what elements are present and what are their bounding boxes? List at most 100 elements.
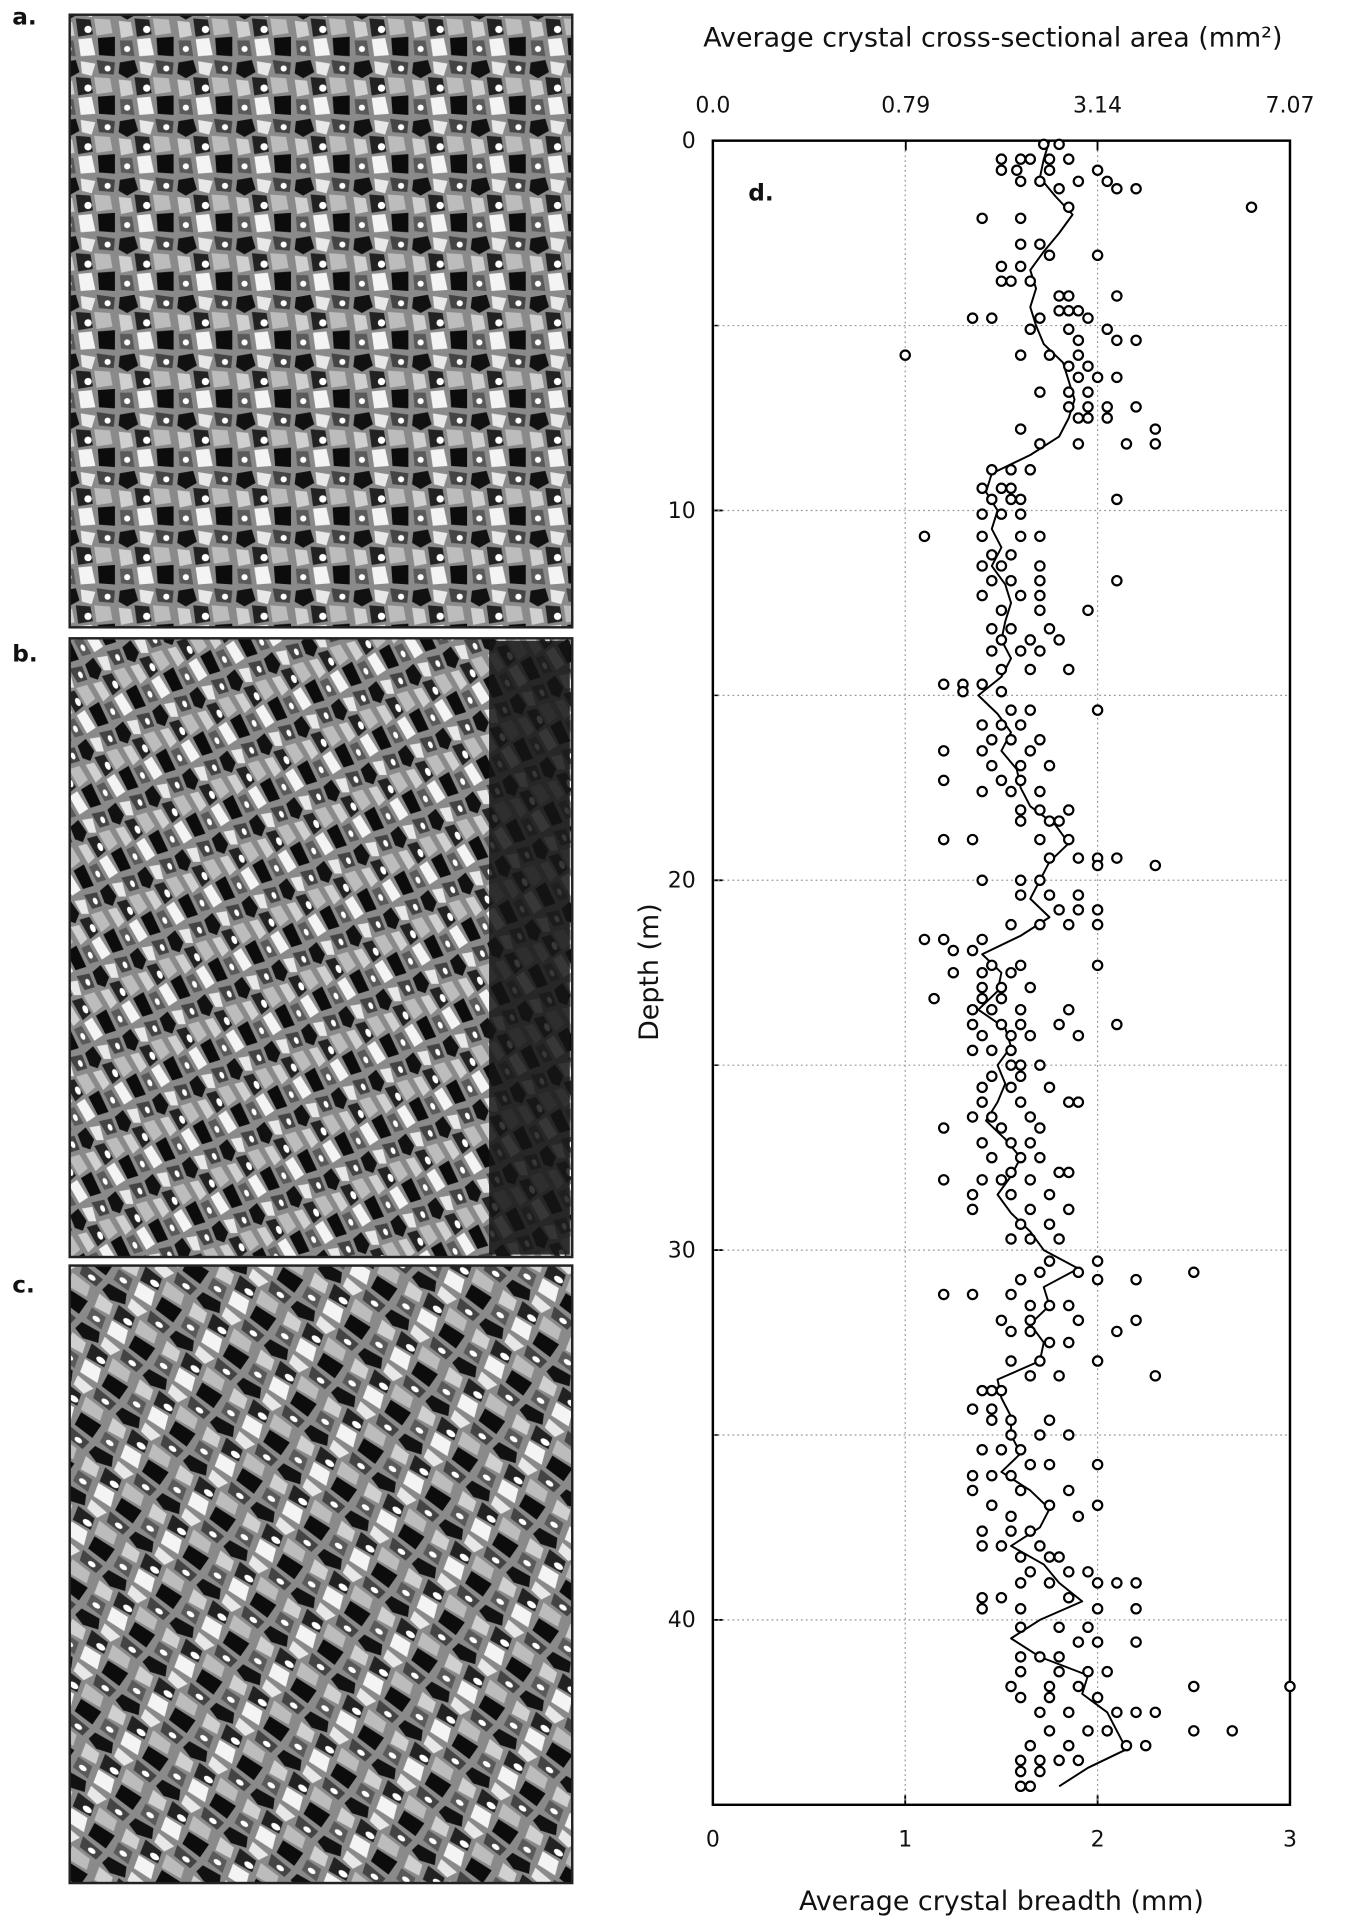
y-axis-title: Depth (m) — [634, 903, 665, 1041]
data-point — [1043, 759, 1056, 772]
data-point — [1130, 1314, 1142, 1327]
data-point — [1024, 1739, 1037, 1752]
data-point — [1005, 1137, 1017, 1149]
data-point — [976, 1525, 988, 1537]
data-point — [1005, 1510, 1017, 1523]
data-point — [976, 1603, 988, 1615]
data-point — [1072, 1680, 1085, 1693]
data-point — [1005, 1233, 1017, 1245]
data-point — [1130, 334, 1142, 347]
data-point — [1024, 981, 1037, 994]
data-point — [1101, 175, 1113, 188]
data-point — [966, 1484, 979, 1497]
data-point — [937, 1122, 950, 1134]
data-point — [976, 1444, 988, 1456]
data-point — [1284, 1680, 1296, 1693]
data-point — [976, 212, 988, 225]
data-point — [986, 759, 998, 772]
data-point — [986, 1499, 998, 1511]
data-point — [986, 734, 998, 746]
data-point — [986, 1070, 998, 1083]
data-point — [1005, 549, 1017, 561]
data-point — [976, 992, 988, 1005]
data-point — [1034, 1151, 1046, 1164]
x-tick-label: 0 — [706, 1827, 720, 1852]
data-point — [1005, 734, 1017, 746]
data-point — [1043, 1414, 1056, 1426]
data-point — [1014, 153, 1027, 165]
data-point — [1034, 874, 1046, 887]
data-point — [1062, 1336, 1075, 1349]
data-point — [1062, 1166, 1075, 1179]
data-point — [1024, 1525, 1037, 1537]
data-point — [1043, 1691, 1056, 1704]
data-point — [1072, 852, 1085, 864]
data-point — [1024, 1174, 1037, 1186]
data-point — [1005, 1469, 1017, 1482]
data-point — [1024, 1233, 1037, 1245]
data-point — [1072, 175, 1085, 188]
data-point — [1005, 574, 1017, 587]
data-point — [986, 1403, 998, 1415]
data-point — [995, 1122, 1008, 1134]
data-point — [1034, 645, 1046, 657]
data-point — [1072, 1636, 1085, 1648]
data-point — [966, 1018, 979, 1031]
data-point — [1014, 1665, 1027, 1678]
data-point — [995, 560, 1008, 572]
data-point — [1149, 859, 1162, 872]
data-point — [1005, 493, 1017, 506]
data-point — [995, 685, 1008, 698]
data-point — [1005, 482, 1017, 495]
data-point — [976, 1540, 988, 1552]
data-point — [976, 1174, 988, 1186]
data-point — [976, 560, 988, 572]
data-point — [1005, 1044, 1017, 1057]
data-point — [1014, 719, 1027, 731]
data-point — [1072, 349, 1085, 361]
data-point — [966, 1469, 979, 1482]
data-point — [1062, 201, 1075, 213]
data-point — [947, 966, 960, 979]
data-point — [1014, 1003, 1027, 1016]
panel-label: d. — [748, 180, 773, 207]
data-point — [1101, 1725, 1113, 1737]
data-point — [1072, 334, 1085, 347]
data-point — [1024, 1111, 1037, 1123]
data-point — [1062, 290, 1075, 302]
data-point — [1111, 182, 1123, 195]
data-point — [1053, 1370, 1065, 1382]
micrograph — [68, 1264, 574, 1885]
data-point — [1043, 249, 1056, 262]
data-point — [966, 1403, 979, 1415]
data-point — [986, 1414, 998, 1426]
data-point — [1024, 745, 1037, 757]
data-point — [1188, 1266, 1200, 1279]
data-point — [986, 1384, 998, 1397]
data-point — [1053, 634, 1065, 646]
data-point — [1024, 1458, 1037, 1471]
data-point — [1062, 323, 1075, 336]
data-point — [1053, 904, 1065, 916]
data-point — [995, 981, 1008, 994]
data-point — [1005, 1429, 1017, 1441]
data-point — [1024, 464, 1037, 476]
data-point — [1005, 1355, 1017, 1367]
data-point — [1091, 249, 1104, 262]
data-point — [1072, 1266, 1085, 1279]
data-point — [976, 745, 988, 757]
data-point — [1111, 371, 1123, 384]
data-point — [1043, 1725, 1056, 1737]
data-point — [976, 678, 988, 691]
data-point — [1014, 759, 1027, 772]
data-point — [1062, 833, 1075, 846]
data-point — [995, 634, 1008, 646]
x-axis-title: Average crystal breadth (mm) — [799, 1886, 1204, 1917]
data-point — [1014, 1273, 1027, 1286]
data-point — [1014, 774, 1027, 787]
data-point — [1011, 164, 1023, 176]
data-point — [1014, 1018, 1027, 1031]
data-point — [1072, 904, 1085, 916]
data-point — [1034, 312, 1046, 324]
